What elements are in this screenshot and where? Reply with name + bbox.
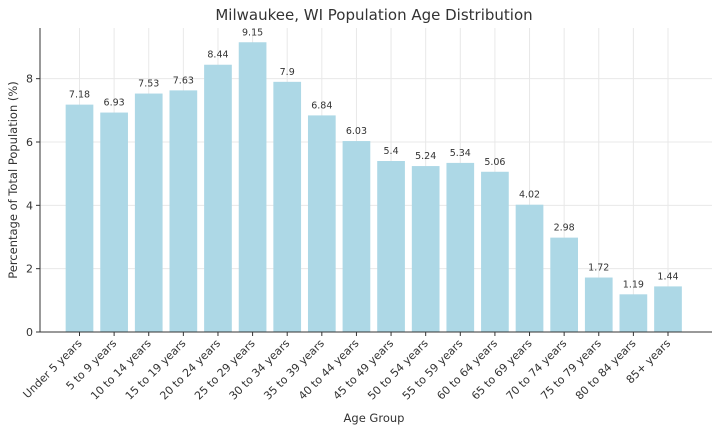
x-tick-label: 60 to 64 years — [434, 337, 500, 403]
x-tick-label: 70 to 74 years — [504, 337, 570, 403]
bar — [377, 161, 405, 332]
bar — [273, 81, 302, 332]
x-axis-label: Age Group — [344, 411, 405, 425]
bar — [65, 104, 94, 332]
x-tick-label: 30 to 34 years — [227, 337, 293, 403]
chart-title: Milwaukee, WI Population Age Distributio… — [215, 6, 532, 24]
x-tick-label: 15 to 19 years — [123, 337, 189, 403]
bar — [619, 294, 648, 332]
bar — [100, 112, 128, 332]
bar — [550, 237, 578, 332]
bar — [204, 64, 232, 332]
data-label: 5.24 — [415, 151, 436, 162]
data-label: 4.02 — [519, 190, 540, 201]
x-tick-label: 25 to 29 years — [192, 337, 258, 403]
data-label: 7.53 — [138, 79, 159, 90]
y-tick-label: 0 — [26, 326, 33, 339]
bar — [411, 166, 440, 332]
x-tick-label: 75 to 79 years — [538, 337, 604, 403]
x-tick-label: Under 5 years — [21, 337, 85, 401]
x-tick-label: 80 to 84 years — [573, 337, 639, 403]
y-tick-label: 8 — [26, 73, 33, 86]
bar — [654, 286, 682, 332]
x-tick-label: 45 to 49 years — [331, 337, 397, 403]
data-label: 5.34 — [450, 148, 471, 159]
data-label: 7.18 — [69, 90, 90, 101]
data-label: 6.03 — [346, 126, 367, 137]
data-label: 2.98 — [554, 223, 575, 234]
x-tick-label: 65 to 69 years — [469, 337, 535, 403]
y-axis-label: Percentage of Total Population (%) — [6, 81, 20, 279]
data-label: 9.15 — [242, 27, 263, 38]
bar — [481, 171, 509, 332]
bar — [307, 115, 336, 333]
y-tick-label: 6 — [26, 136, 33, 149]
y-tick-label: 4 — [26, 199, 33, 212]
x-tick-label: 10 to 14 years — [88, 337, 154, 403]
data-label: 6.84 — [311, 100, 332, 111]
x-tick-label: 40 to 44 years — [296, 337, 362, 403]
x-tick-label: 20 to 24 years — [157, 337, 223, 403]
data-label: 1.19 — [623, 279, 644, 290]
data-label: 5.06 — [484, 157, 505, 168]
data-label: 6.93 — [104, 98, 125, 109]
x-tick-label: 35 to 39 years — [261, 337, 327, 403]
bar — [584, 277, 613, 332]
bar — [342, 141, 371, 332]
data-label: 1.72 — [588, 263, 609, 274]
bar — [238, 42, 267, 332]
x-tick-label: 55 to 59 years — [400, 337, 466, 403]
data-label: 8.44 — [207, 50, 228, 61]
bar — [446, 162, 475, 332]
data-label: 7.9 — [280, 67, 295, 78]
data-label: 1.44 — [657, 271, 678, 282]
x-tick-label: 50 to 54 years — [365, 337, 431, 403]
data-label: 7.63 — [173, 75, 194, 86]
y-tick-label: 2 — [26, 263, 33, 276]
bar — [134, 93, 163, 332]
bar — [169, 90, 198, 332]
data-label: 5.4 — [384, 146, 399, 157]
bar — [515, 204, 544, 332]
